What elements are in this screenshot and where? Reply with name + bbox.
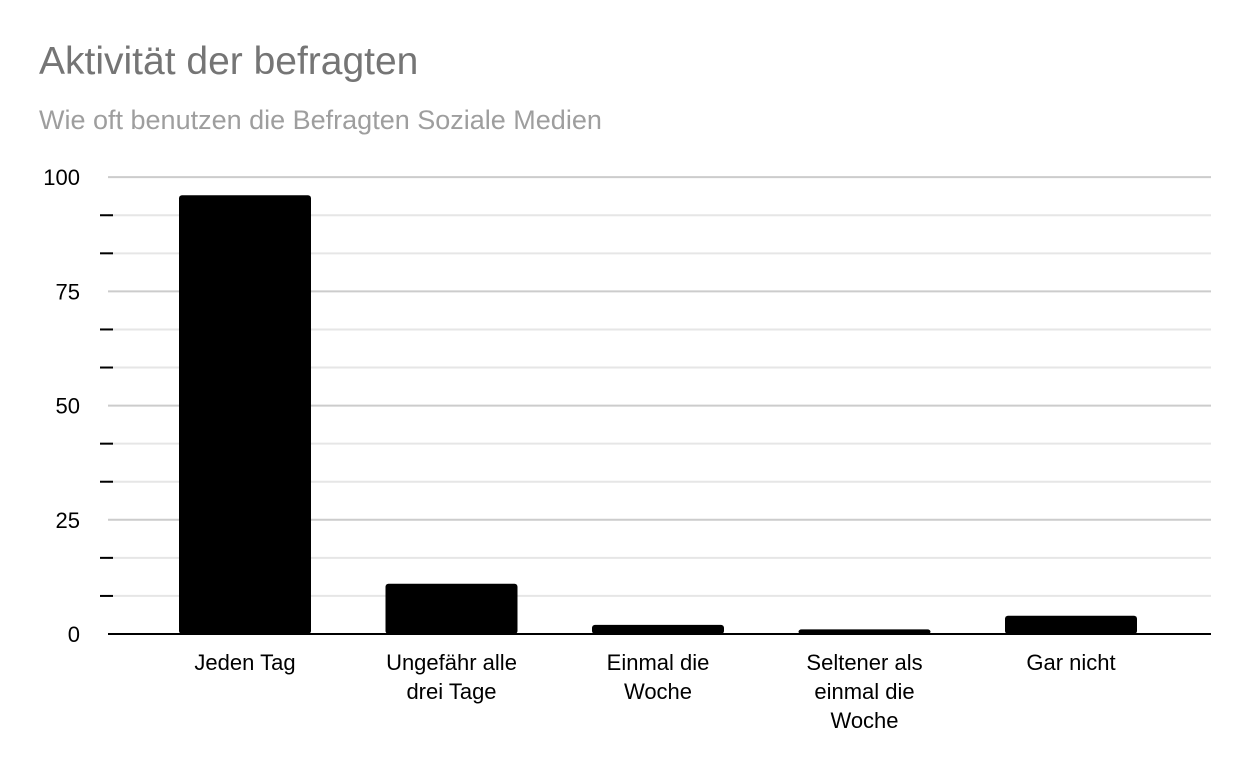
y-tick-label: 25 [56, 508, 80, 533]
x-tick-label: Ungefähr alle drei Tage [386, 650, 517, 704]
x-tick-label: Seltener als einmal die Woche [806, 650, 922, 733]
bar-2 [592, 624, 724, 634]
chart-title: Aktivität der befragten [39, 40, 419, 83]
y-tick-label: 50 [56, 394, 80, 419]
bars [179, 195, 1137, 634]
y-tick-label: 100 [43, 165, 80, 190]
y-axis-ticks: 0 25 50 75 100 [43, 165, 113, 647]
x-tick-label: Jeden Tag [194, 650, 295, 675]
y-tick-label: 0 [68, 622, 80, 647]
bar-0 [179, 195, 311, 634]
bar-3 [798, 629, 931, 634]
y-tick-label: 75 [56, 279, 80, 304]
bar-4 [1005, 615, 1137, 634]
x-axis-labels: Jeden Tag Ungefähr alle drei Tage Einmal di… [194, 650, 1115, 733]
x-tick-label: Gar nicht [1026, 650, 1115, 675]
bar-1 [385, 583, 518, 634]
chart-subtitle: Wie oft benutzen die Befragten Soziale M… [39, 105, 602, 135]
x-tick-label: Einmal die Woche [607, 650, 710, 704]
